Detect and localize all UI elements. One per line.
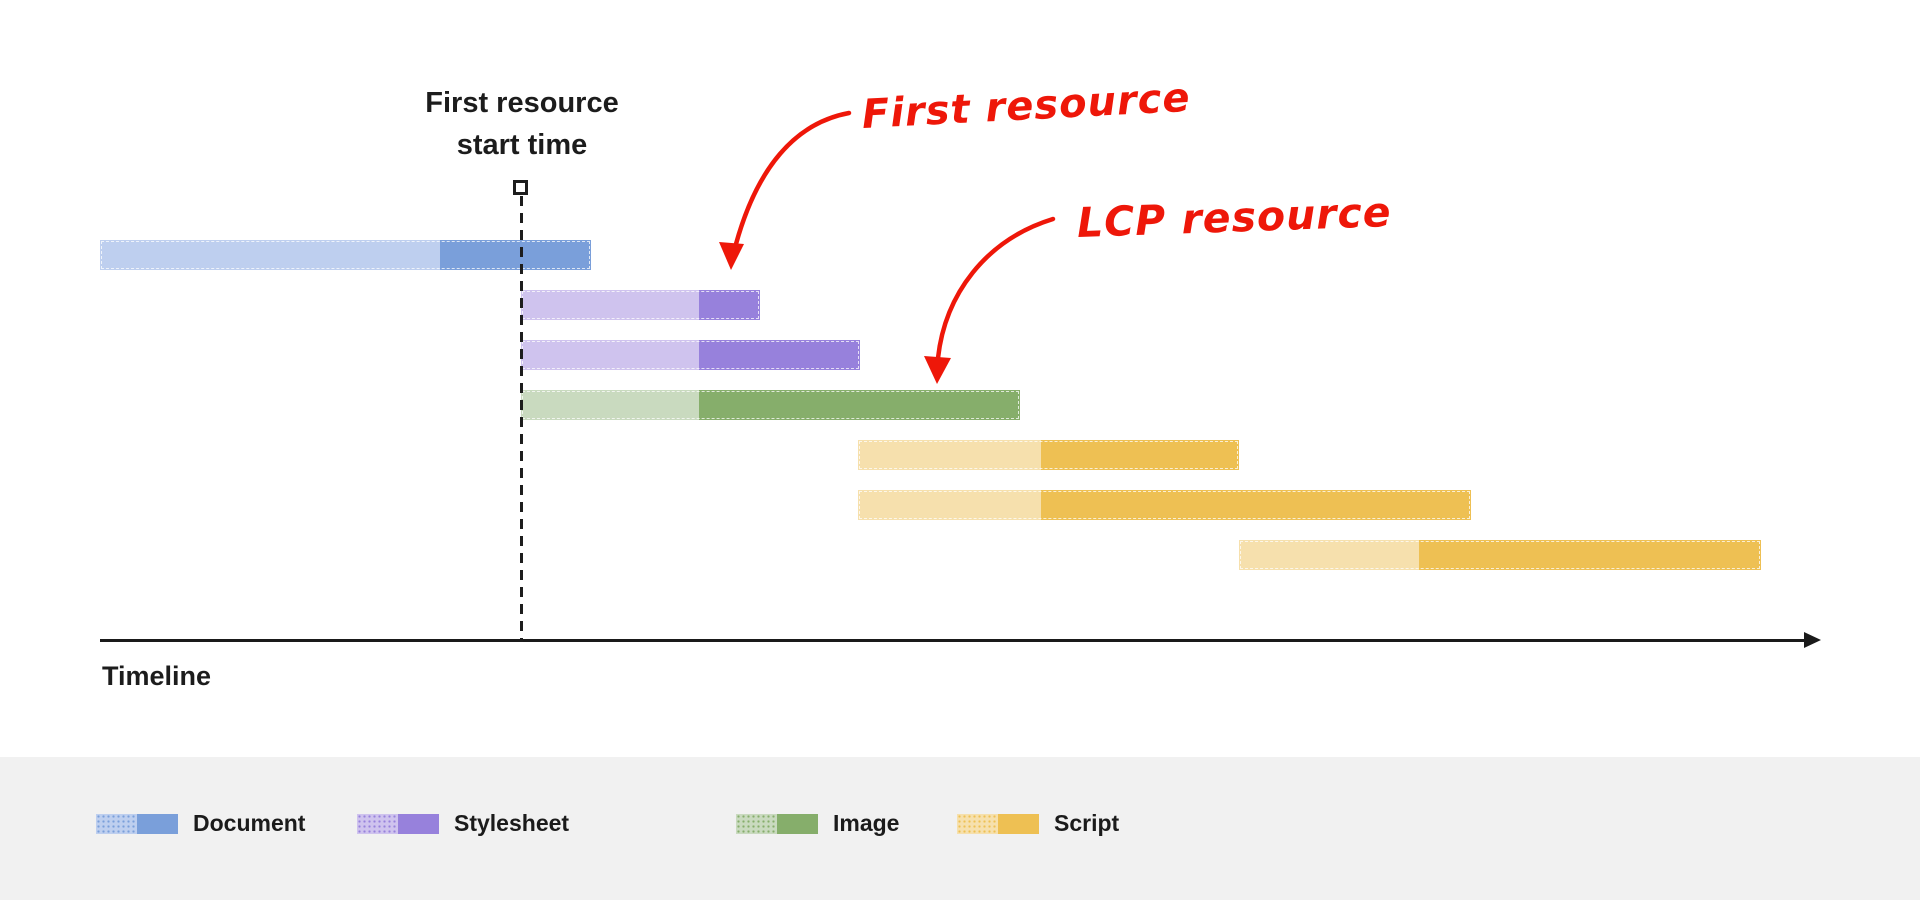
stylesheet-swatch-dark-half [398,813,439,834]
stylesheet-bar-1 [521,290,760,320]
start-marker-handle-icon [513,180,528,195]
image-swatch-icon [736,813,818,834]
image-bar [521,390,1020,420]
lcp-resource-arrowhead-icon [924,356,951,384]
timeline-axis-label: Timeline [102,661,212,691]
annotation-lcp-resource: LCP resource [1076,188,1393,247]
script-dark-segment [1041,440,1239,470]
legend-item-image: Image [736,810,899,837]
script-bar-1 [858,440,1239,470]
legend-item-stylesheet: Stylesheet [357,810,569,837]
first-resource-arrow [733,110,852,247]
annotation-first-resource: First resource [860,74,1192,138]
image-swatch-light-half [736,813,777,834]
image-dark-segment [699,390,1020,420]
script-swatch-icon [957,813,1039,834]
first-resource-start-time-label: First resource start time [425,87,619,161]
document-swatch-light-half [96,813,137,834]
stylesheet-light-segment [521,340,699,370]
image-light-segment [521,390,699,420]
script-bar-3 [1239,540,1761,570]
stylesheet-light-segment [521,290,699,320]
script-light-segment [858,490,1041,520]
stylesheet-swatch-light-half [357,813,398,834]
stylesheet-dark-segment [699,340,860,370]
legend-item-script: Script [957,810,1119,837]
legend-label-script: Script [1054,810,1120,836]
script-dark-segment [1041,490,1471,520]
start-time-dashed-line [520,196,523,642]
document-dark-segment [440,240,591,270]
script-light-segment [858,440,1041,470]
first-resource-arrowhead-icon [719,242,744,270]
stylesheet-swatch-icon [357,813,439,834]
stylesheet-bar-2 [521,340,860,370]
image-swatch-dark-half [777,813,818,834]
script-swatch-light-half [957,813,998,834]
legend-label-image: Image [833,810,900,836]
script-dark-segment [1419,540,1761,570]
document-swatch-dark-half [137,813,178,834]
legend-label-document: Document [193,810,306,836]
script-light-segment [1239,540,1419,570]
lcp-resource-arrow [935,216,1056,361]
legend-label-stylesheet: Stylesheet [454,810,570,836]
document-bar [100,240,591,270]
script-bar-2 [858,490,1471,520]
document-swatch-icon [96,813,178,834]
document-light-segment [100,240,440,270]
script-swatch-dark-half [998,813,1039,834]
timeline-axis-arrowhead-icon [1804,632,1821,648]
stylesheet-dark-segment [699,290,760,320]
timeline-axis [100,639,1806,642]
legend-item-document: Document [96,810,305,837]
